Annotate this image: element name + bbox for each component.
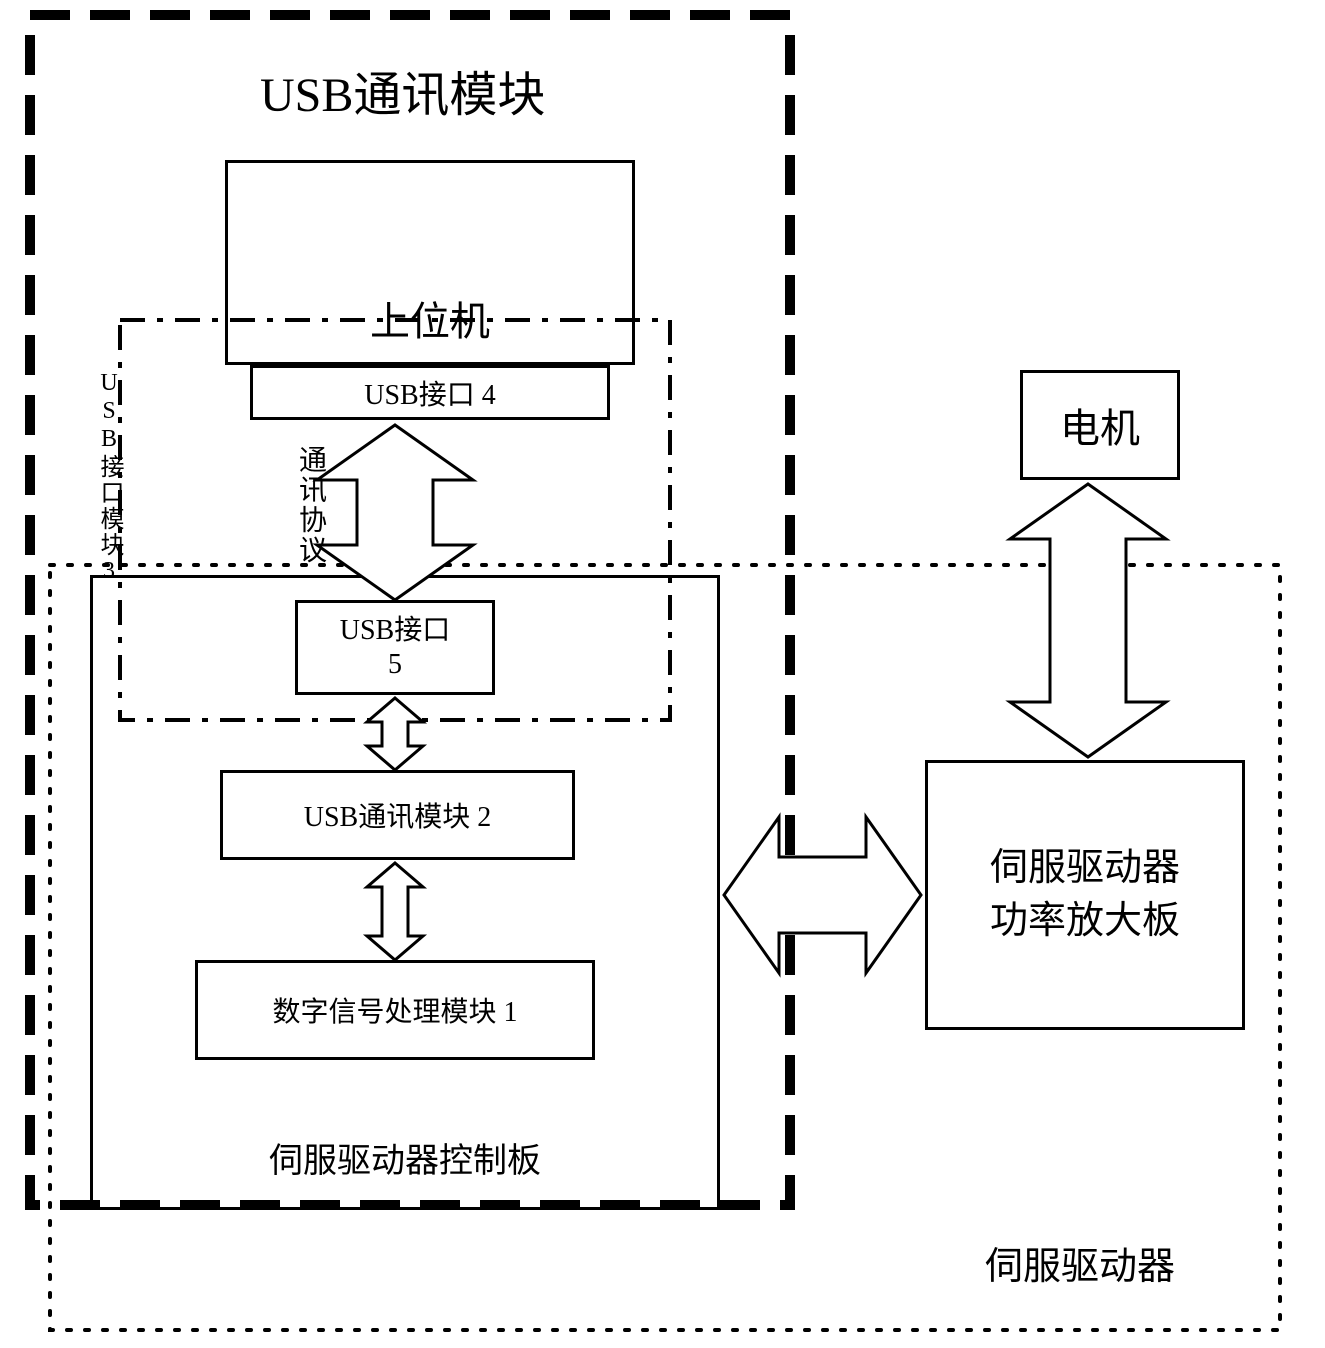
usb-comm-module-2-box: USB通讯模块 2 [220,770,575,860]
amp-board-label: 伺服驱动器 功率放大板 [990,842,1180,948]
servo-driver-label: 伺服驱动器 [985,1235,1175,1290]
usb-if5-label: USB接口 5 [340,614,450,681]
host-pc-box: 上位机 [225,160,635,365]
arrow-control-amp [724,817,921,973]
motor-box: 电机 [1020,370,1180,480]
control-board-label: 伺服驱动器控制板 [269,1133,541,1182]
usb-if4-label: USB接口 4 [364,373,495,413]
usb-comm2-label: USB通讯模块 2 [304,795,491,835]
amplifier-board-box: 伺服驱动器 功率放大板 [925,760,1245,1030]
arrow-motor-amp [1010,484,1166,757]
dsp1-label: 数字信号处理模块 1 [272,990,517,1030]
comm-protocol-label: 通讯协议 [290,445,330,565]
usb-module-3-label: USB接口模块3 [92,370,127,586]
diagram-title: USB通讯模块 [260,55,545,125]
motor-label: 电机 [1060,396,1140,454]
diagram-canvas: USB通讯模块 伺服驱动器控制板 上位机 USB接口 4 USB接口 5 USB… [0,0,1325,1348]
usb-interface-4-box: USB接口 4 [250,365,610,420]
host-pc-label: 上位机 [370,289,490,347]
dsp-module-1-box: 数字信号处理模块 1 [195,960,595,1060]
usb-interface-5-box: USB接口 5 [295,600,495,695]
arrow-usb4-usb5 [317,425,473,600]
